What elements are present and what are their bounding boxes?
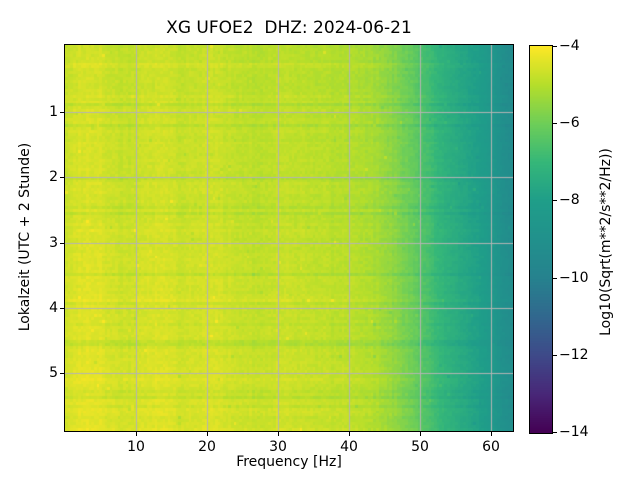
x-tick-label: 40	[340, 439, 358, 455]
y-tick-mark	[60, 308, 64, 309]
y-tick-mark	[60, 373, 64, 374]
y-tick-mark	[60, 243, 64, 244]
x-tick-mark	[349, 432, 350, 436]
colorbar-gradient-canvas	[530, 46, 552, 433]
colorbar-tick-mark	[553, 355, 557, 356]
colorbar	[529, 45, 553, 434]
x-tick-mark	[207, 432, 208, 436]
y-tick-label: 3	[49, 235, 58, 251]
y-tick-mark	[60, 177, 64, 178]
colorbar-tick-label: −14	[559, 424, 589, 440]
colorbar-tick-label: −12	[559, 347, 589, 363]
x-tick-mark	[420, 432, 421, 436]
colorbar-tick-mark	[553, 123, 557, 124]
colorbar-tick-mark	[553, 46, 557, 47]
colorbar-tick-label: −10	[559, 270, 589, 286]
colorbar-tick-label: −8	[559, 192, 580, 208]
y-tick-label: 2	[49, 169, 58, 185]
x-axis-label: Frequency [Hz]	[236, 454, 342, 470]
colorbar-tick-label: −6	[559, 115, 580, 131]
x-tick-label: 20	[198, 439, 216, 455]
colorbar-tick-mark	[553, 432, 557, 433]
spectrogram-canvas	[65, 45, 513, 431]
colorbar-tick-mark	[553, 200, 557, 201]
y-tick-label: 4	[49, 300, 58, 316]
x-tick-label: 50	[411, 439, 429, 455]
y-tick-label: 1	[49, 104, 58, 120]
x-tick-label: 60	[482, 439, 500, 455]
x-tick-label: 30	[269, 439, 287, 455]
x-tick-mark	[136, 432, 137, 436]
plot-area	[64, 44, 514, 432]
colorbar-tick-mark	[553, 278, 557, 279]
y-tick-label: 5	[49, 365, 58, 381]
x-tick-mark	[278, 432, 279, 436]
x-tick-mark	[491, 432, 492, 436]
x-tick-label: 10	[127, 439, 145, 455]
colorbar-tick-label: −4	[559, 38, 580, 54]
y-tick-mark	[60, 112, 64, 113]
figure-title: XG UFOE2 DHZ: 2024-06-21	[166, 18, 412, 38]
